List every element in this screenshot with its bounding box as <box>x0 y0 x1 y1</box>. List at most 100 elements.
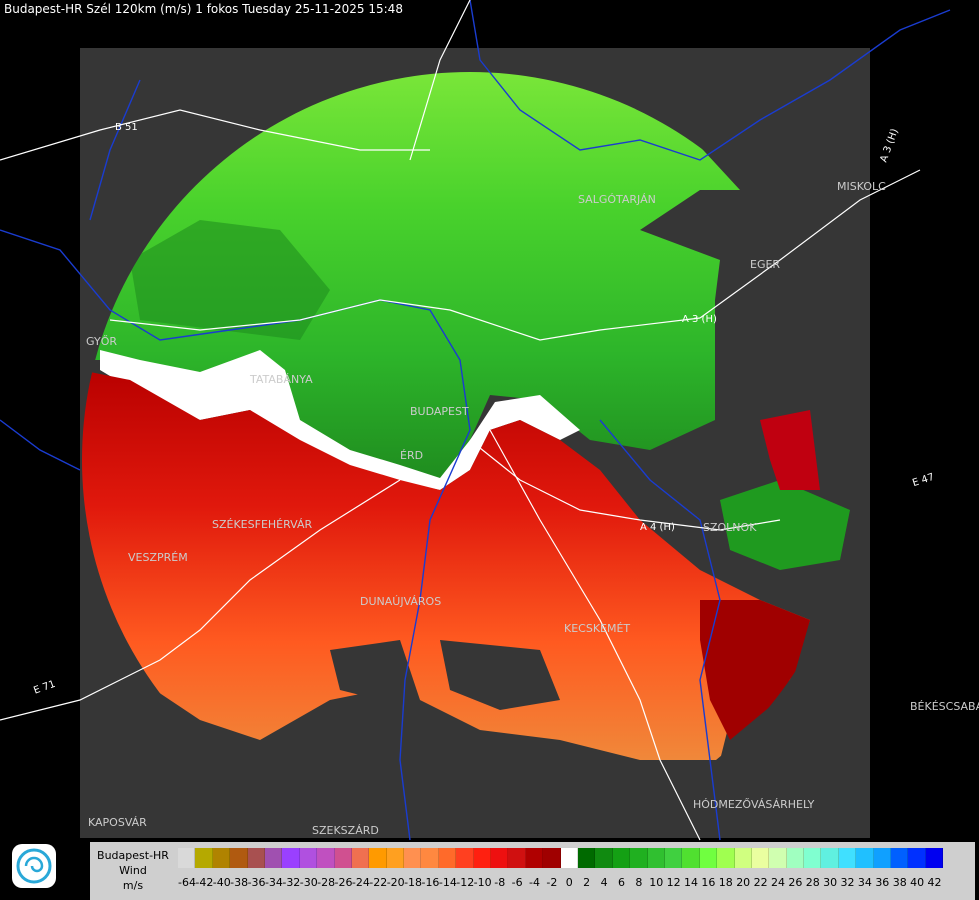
legend-swatch <box>856 848 874 868</box>
rivers-borders <box>0 0 951 841</box>
legend-swatch <box>908 848 926 868</box>
road-label: E 71 <box>32 679 57 697</box>
legend-tick-label: 0 <box>565 876 573 889</box>
city-label: SZEKSZÁRD <box>312 824 379 837</box>
legend-tick-label: 4 <box>600 876 608 889</box>
legend-tick-label: 38 <box>892 876 907 889</box>
legend-swatch <box>351 848 370 868</box>
legend-swatch <box>612 848 631 868</box>
legend-ticks: -64 -42 -40 -38 -36 -34 -32 -30 -28 -26 -24 -22 -20-… <box>178 876 943 889</box>
zero-velocity-band <box>100 350 580 490</box>
legend-tick-label: 12 <box>666 876 681 889</box>
legend-tick-label: 34 <box>857 876 872 889</box>
legend-swatch <box>438 848 457 868</box>
legend-tick-label: 18 <box>718 876 733 889</box>
legend-swatch <box>647 848 665 868</box>
legend-swatch <box>786 848 805 868</box>
legend-swatch <box>804 848 822 868</box>
legend-swatch <box>525 848 544 868</box>
legend-tick-label: 26 <box>788 876 803 889</box>
legend-tick-label: 2 <box>583 876 591 889</box>
legend-swatch <box>873 848 892 868</box>
road-label: A 3 (H) <box>878 127 900 164</box>
legend-swatch <box>264 848 283 868</box>
city-label: VESZPRÉM <box>128 551 188 564</box>
red-patch-east <box>760 410 820 490</box>
legend-tick-label: 24 <box>770 876 785 889</box>
legend-tick-label: 14 <box>684 876 699 889</box>
no-echo-gap-2 <box>440 640 560 710</box>
city-label: SZÉKESFEHÉRVÁR <box>212 518 313 531</box>
legend-quantity: Wind <box>119 864 147 877</box>
legend-tick-label: -8 <box>494 876 506 889</box>
legend-tick-label: -64 <box>178 876 196 889</box>
legend-swatch <box>508 848 526 868</box>
met-service-logo <box>12 844 56 888</box>
no-echo-gap <box>330 640 420 700</box>
legend-tick-label: -20 <box>386 876 405 889</box>
city-label: MISKOLC <box>837 180 886 193</box>
city-label: ÉRD <box>400 449 423 462</box>
city-label: SZOLNOK <box>703 521 757 534</box>
legend-tick-label: -24 <box>351 876 370 889</box>
legend-tick-label: -14 <box>438 876 457 889</box>
legend-tick-label: 36 <box>875 876 890 889</box>
legend-swatch <box>891 848 909 868</box>
legend-tick-label: -40 <box>212 876 231 889</box>
legend-swatch <box>734 848 752 868</box>
echo-layer <box>82 72 850 760</box>
legend-tick-label: -16 <box>421 876 440 889</box>
legend-tick-label: -28 <box>317 876 336 889</box>
green-echo-dark <box>130 220 330 340</box>
legend-swatch <box>630 848 648 868</box>
legend-tick-label: -36 <box>247 876 266 889</box>
legend-swatch <box>595 848 613 868</box>
legend-swatch <box>682 848 700 868</box>
legend-tick-label: -22 <box>369 876 388 889</box>
legend-radar-name: Budapest-HR <box>97 849 169 862</box>
legend-swatch <box>195 848 213 868</box>
legend-tick-label: 32 <box>840 876 855 889</box>
city-label: KECSKEMÉT <box>564 622 630 635</box>
legend-tick-label: -38 <box>230 876 249 889</box>
city-label: HÓDMEZŐVÁSÁRHELY <box>693 797 815 811</box>
legend-swatch <box>456 848 474 868</box>
legend-swatch <box>317 848 335 868</box>
city-label: TATABÁNYA <box>249 373 313 386</box>
legend-tick-label: -32 <box>282 876 301 889</box>
dark-red-echo <box>700 600 810 740</box>
legend-swatches <box>178 848 944 868</box>
legend-swatch <box>334 848 352 868</box>
legend-swatch <box>699 848 718 868</box>
city-label: SALGÓTARJÁN <box>578 193 656 206</box>
legend-swatch <box>821 848 839 868</box>
legend-swatch <box>386 848 405 868</box>
legend-tick-label: 30 <box>823 876 838 889</box>
legend-swatch <box>560 848 578 868</box>
map-title: Budapest-HR Szél 120km (m/s) 1 fokos Tue… <box>4 2 403 16</box>
legend-swatch <box>299 848 318 868</box>
legend-swatch <box>664 848 683 868</box>
legend-swatch <box>247 848 265 868</box>
city-label: EGER <box>750 258 780 271</box>
legend-tick-label: -4 <box>529 876 540 889</box>
legend-tick-label: -30 <box>299 876 318 889</box>
legend-tick-label: 40 <box>910 876 925 889</box>
legend-swatch <box>421 848 439 868</box>
swirl-logo-icon <box>16 848 52 884</box>
city-labels: SALGÓTARJÁN MISKOLC EGER BUDAPEST ÉRD TA… <box>86 180 979 837</box>
legend-tick-label: -10 <box>473 876 492 889</box>
legend-tick-label: -6 <box>511 876 523 889</box>
legend-swatch <box>577 848 596 868</box>
legend-swatch <box>838 848 857 868</box>
legend-swatch <box>925 848 944 868</box>
legend-tick-label: -2 <box>546 876 558 889</box>
legend-tick-label: 20 <box>736 876 751 889</box>
roads <box>0 0 921 841</box>
legend-tick-label: 28 <box>805 876 820 889</box>
legend-tick-label: -18 <box>404 876 423 889</box>
city-label: KAPOSVÁR <box>88 816 147 829</box>
legend-swatch <box>543 848 561 868</box>
road-label: E 47 <box>911 472 936 489</box>
